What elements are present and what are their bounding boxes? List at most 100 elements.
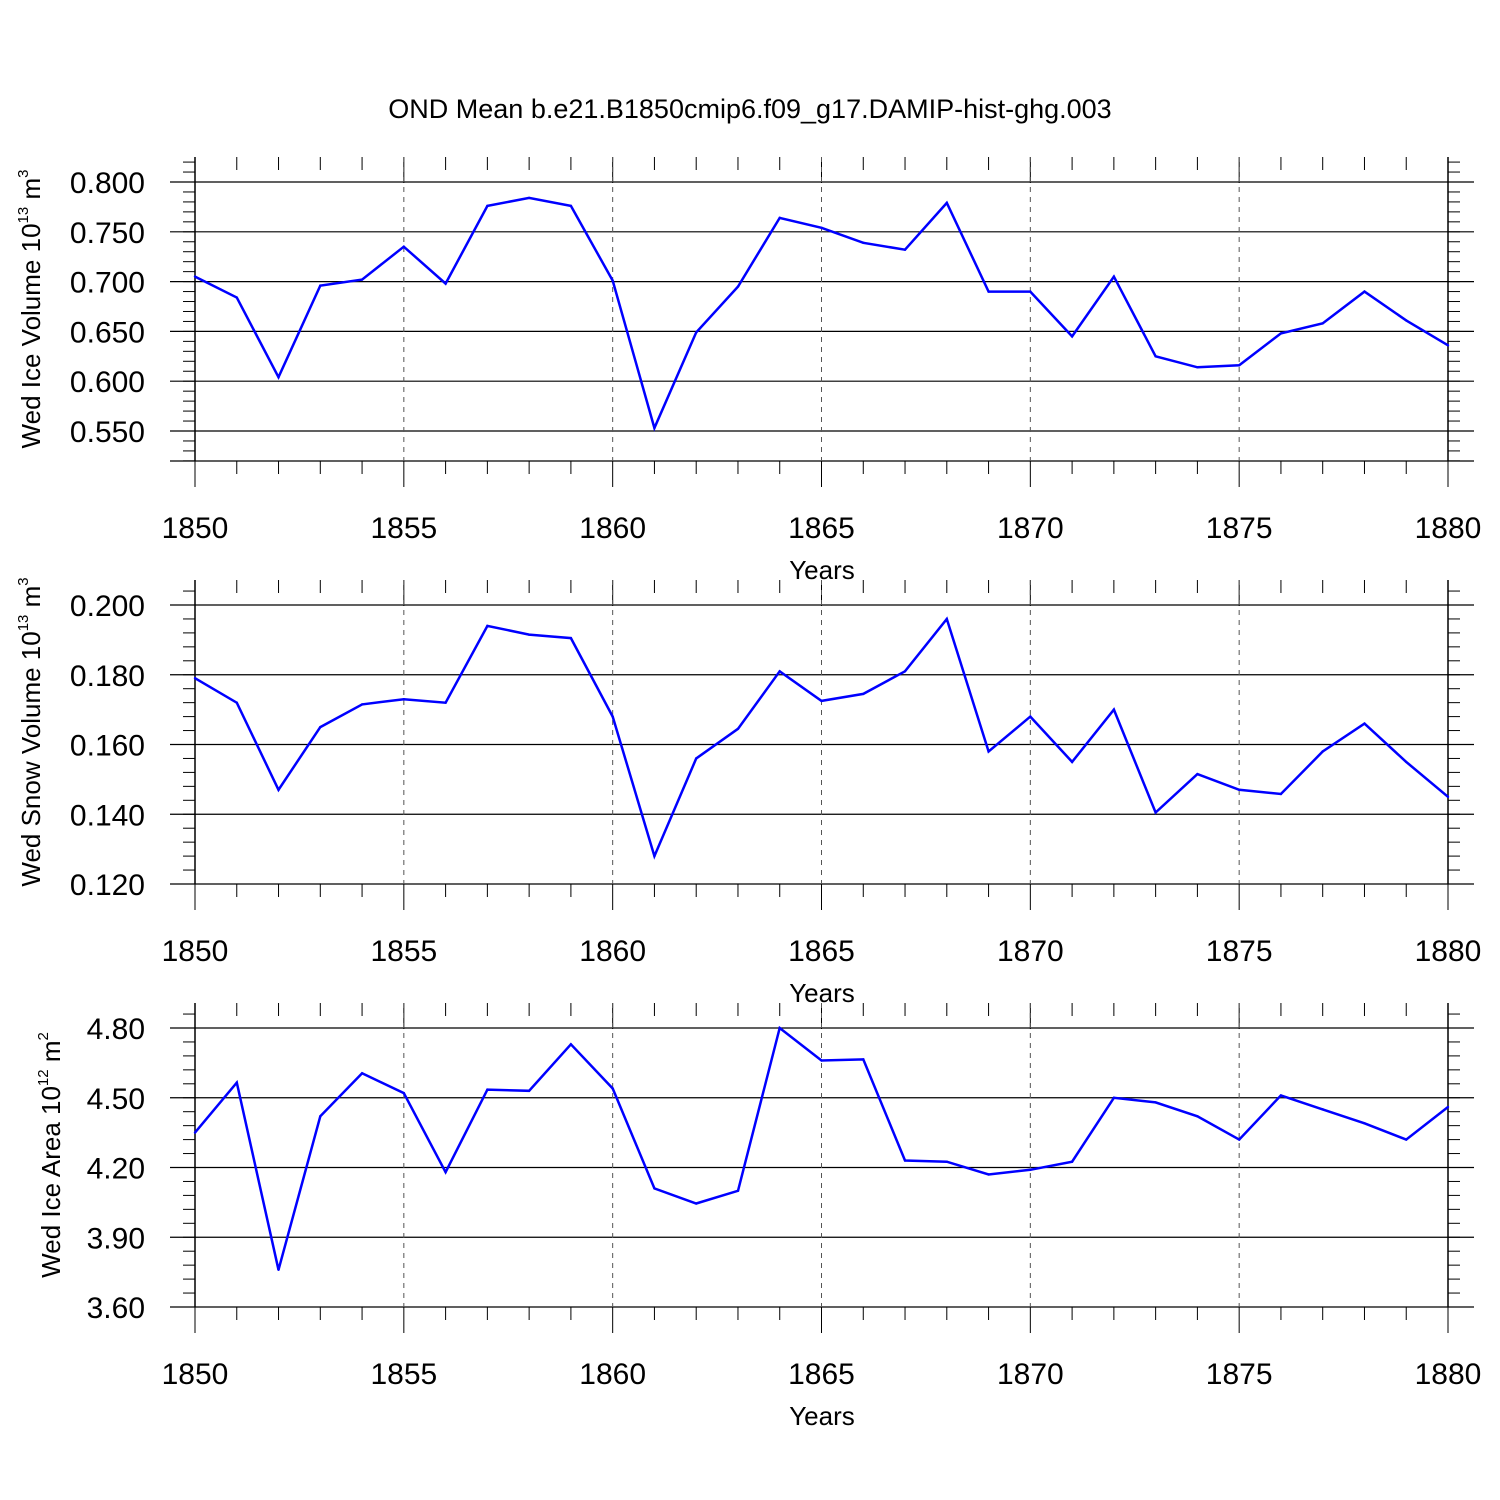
x-tick-label: 1875 [1206,1358,1273,1391]
y-axis-label-main: Wed Ice Area 10 [36,1086,66,1278]
data-point [319,284,322,287]
chart-panel-ice-area: 3.60 3.90 4.20 4.50 4.80 1850 1855 1860 1865 1870… [35,1003,1481,1431]
figure-title: OND Mean b.e21.B1850cmip6.f09_g17.DAMIP-… [388,94,1111,124]
x-tick-label: 1855 [370,1358,437,1391]
data-point [903,248,907,251]
data-point [1363,290,1366,293]
x-tick-label: 1860 [579,1358,646,1391]
y-axis-label-main: Wed Snow Volume 10 [16,631,46,886]
y-tick-label: 0.800 [70,167,145,200]
data-point [1446,795,1450,799]
x-tick-label: 1870 [997,935,1064,968]
x-tick-label: 1870 [997,1358,1064,1391]
data-point [527,1089,531,1092]
y-axis-label: Wed Snow Volume 1013 m3 [15,577,46,886]
data-point [235,1081,238,1084]
data-point [1405,319,1408,322]
y-tick-label: 3.60 [87,1292,145,1325]
y-tick-label: 4.20 [87,1153,145,1186]
y-axis-label-unit: m [36,1041,66,1070]
data-point [569,636,573,640]
x-tick-label: 1880 [1415,512,1482,545]
x-tick-label: 1870 [997,512,1064,545]
y-axis-label: Wed Ice Volume 1013 m3 [15,170,46,449]
chart-panel-ice-volume: 0.550 0.600 0.650 0.700 0.750 0.800 1850 1855 18… [15,157,1481,585]
y-tick-label: 0.120 [70,869,145,902]
data-point [1321,1108,1324,1111]
x-tick-label: 1860 [579,935,646,968]
data-point [945,617,948,621]
data-point [653,854,656,858]
x-tick-label: 1865 [788,935,855,968]
y-tick-label: 0.550 [70,416,145,449]
data-point [1112,708,1116,711]
data-point [1446,1105,1450,1109]
y-axis-label-unit-exponent: 3 [15,577,32,585]
x-tick-label: 1865 [788,1358,855,1391]
data-point [193,1131,197,1134]
y-axis-label-unit: m [16,586,46,615]
data-point [778,670,781,673]
data-point [903,1159,907,1162]
data-point [319,1115,322,1118]
data-point [277,788,280,792]
panels: 0.550 0.600 0.650 0.700 0.750 0.800 1850 1855 18… [15,157,1481,1431]
data-point [1070,760,1074,764]
data-point [319,725,322,729]
data-point [695,757,698,760]
data-point [360,1072,364,1075]
data-point [903,670,907,673]
series-line-ice-volume [194,196,1449,432]
data-point [1237,788,1241,792]
data-point [736,285,740,288]
data-point [444,1170,447,1174]
y-axis-label-exponent: 13 [15,207,32,224]
data-point [193,677,197,680]
data-point [486,624,489,628]
data-point [1196,366,1199,369]
data-point [277,376,280,379]
x-tick-label: 1880 [1415,1358,1482,1391]
x-tick-label: 1855 [370,935,437,968]
data-point [569,204,573,208]
data-point [653,426,656,430]
data-point [611,715,614,718]
y-axis-label-unit: m [16,178,46,207]
data-point [1237,364,1241,367]
x-tick-label: 1875 [1206,512,1273,545]
y-tick-label: 0.700 [70,267,145,300]
data-point [987,1173,990,1176]
data-point [862,241,865,244]
data-point [1279,1094,1283,1097]
data-point [1154,1101,1157,1104]
data-point [444,701,447,704]
data-point [1405,760,1408,764]
data-point [778,216,781,220]
data-point [820,226,823,230]
data-point [527,633,531,636]
data-point [736,1189,740,1192]
y-axis-label-unit-exponent: 2 [35,1032,52,1040]
data-point [736,727,740,731]
data-point [1029,715,1032,718]
x-tick-label: 1875 [1206,935,1273,968]
data-point [235,296,238,299]
y-tick-label: 0.650 [70,316,145,349]
data-point [1154,355,1157,358]
chart-panel-snow-volume: 0.120 0.140 0.160 0.180 0.200 1850 1855 1860 186… [15,577,1481,1008]
data-point [987,290,990,293]
data-point [653,1187,656,1190]
data-point [486,204,489,208]
y-axis-label-exponent: 13 [15,615,32,632]
y-axis-label-unit-exponent: 3 [15,170,32,178]
data-point [402,1091,406,1095]
data-point [235,701,238,704]
data-point [1446,344,1450,347]
y-tick-label: 4.80 [87,1013,145,1046]
data-point [1196,772,1199,776]
data-point [193,275,197,278]
y-tick-label: 0.160 [70,730,145,763]
x-tick-label: 1850 [162,935,229,968]
data-point [360,278,364,281]
